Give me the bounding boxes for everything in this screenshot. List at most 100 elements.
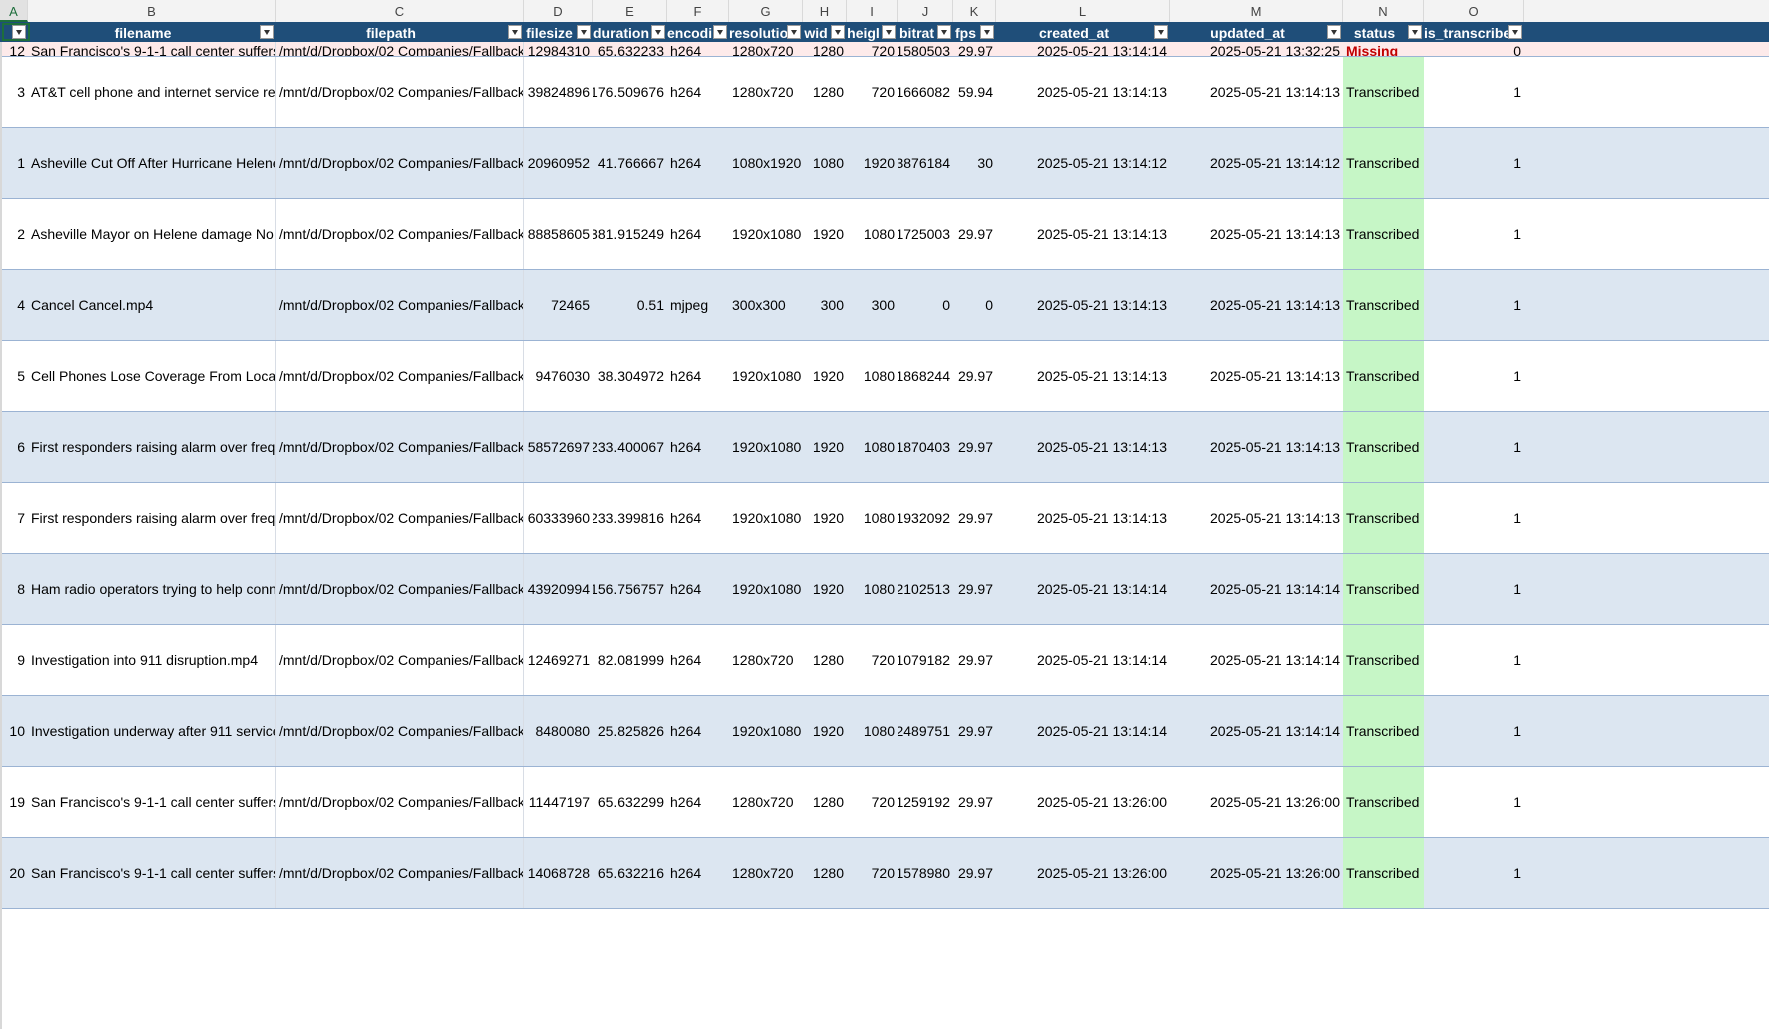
cell-updated-at[interactable]: 2025-05-21 13:26:00	[1210, 865, 1340, 881]
cell-resolution[interactable]: 1920x1080	[732, 226, 802, 242]
cell-fps[interactable]: 29.97	[957, 652, 993, 668]
cell-resolution[interactable]: 1920x1080	[732, 368, 802, 384]
cell-filename[interactable]: Ham radio operators trying to help conne…	[28, 554, 276, 624]
cell-updated-at[interactable]: 2025-05-21 13:32:25	[1210, 43, 1340, 56]
cell-status[interactable]: Transcribed	[1343, 696, 1424, 766]
cell-bitrate[interactable]: 1580503	[898, 43, 950, 56]
cell-width[interactable]: 1920	[812, 510, 844, 526]
column-letter-H[interactable]: H	[803, 0, 847, 22]
cell-duration[interactable]: 233.400067	[593, 439, 664, 455]
cell-status[interactable]: Transcribed	[1343, 270, 1424, 340]
cell-is-transcribed[interactable]: 1	[1513, 84, 1521, 100]
cell-updated-at[interactable]: 2025-05-21 13:26:00	[1210, 794, 1340, 810]
cell-resolution[interactable]: 1080x1920	[732, 155, 802, 171]
cell-duration[interactable]: 65.632216	[597, 865, 664, 881]
cell-filesize[interactable]: 12469271	[527, 652, 590, 668]
cell-updated-at[interactable]: 2025-05-21 13:14:13	[1210, 368, 1340, 384]
cell-bitrate[interactable]: 2489751	[898, 723, 950, 739]
cell-filesize[interactable]: 58572697	[527, 439, 590, 455]
cell-is-transcribed[interactable]: 0	[1513, 43, 1521, 56]
cell-resolution[interactable]: 1920x1080	[732, 723, 802, 739]
cell-resolution[interactable]: 1280x720	[732, 865, 794, 881]
cell-encoding[interactable]: h264	[670, 439, 702, 455]
cell-filename[interactable]: San Francisco's 9-1-1 call center suffer…	[28, 838, 276, 908]
cell-encoding[interactable]: mjpeg	[670, 297, 709, 313]
cell-filename[interactable]: San Francisco's 9-1-1 call center suffer…	[28, 767, 276, 837]
cell-duration[interactable]: 176.509676	[593, 84, 664, 100]
cell-is-transcribed[interactable]: 1	[1513, 226, 1521, 242]
cell-encoding[interactable]: h264	[670, 794, 702, 810]
cell-width[interactable]: 1920	[812, 723, 844, 739]
cell-encoding[interactable]: h264	[670, 652, 702, 668]
cell-id[interactable]: 7	[17, 510, 25, 526]
cell-created-at[interactable]: 2025-05-21 13:14:13	[1037, 84, 1167, 100]
cell-duration[interactable]: 82.081999	[597, 652, 664, 668]
cell-height[interactable]: 720	[871, 84, 895, 100]
cell-resolution[interactable]: 1920x1080	[732, 439, 802, 455]
filter-dropdown-icon[interactable]	[882, 25, 896, 39]
column-letter-A[interactable]: A	[0, 0, 28, 22]
cell-filename[interactable]: Cancel Cancel.mp4	[28, 270, 276, 340]
cell-status[interactable]: Transcribed	[1343, 767, 1424, 837]
cell-duration[interactable]: 233.399816	[593, 510, 664, 526]
cell-updated-at[interactable]: 2025-05-21 13:14:13	[1210, 297, 1340, 313]
cell-height[interactable]: 1080	[863, 368, 895, 384]
cell-filepath[interactable]: /mnt/d/Dropbox/02 Companies/Fallback LLC…	[276, 270, 524, 340]
cell-duration[interactable]: 25.825826	[597, 723, 664, 739]
cell-fps[interactable]: 29.97	[957, 439, 993, 455]
cell-filename[interactable]: Asheville Cut Off After Hurricane Helene…	[28, 128, 276, 198]
filter-dropdown-icon[interactable]	[577, 25, 591, 39]
cell-fps[interactable]: 0	[985, 297, 993, 313]
cell-height[interactable]: 720	[871, 652, 895, 668]
cell-resolution[interactable]: 1280x720	[732, 84, 794, 100]
cell-filesize[interactable]: 39824896	[527, 84, 590, 100]
column-letter-E[interactable]: E	[593, 0, 667, 22]
cell-width[interactable]: 1920	[812, 439, 844, 455]
cell-filepath[interactable]: /mnt/d/Dropbox/02 Companies/Fallback LLC…	[276, 128, 524, 198]
cell-duration[interactable]: 381.915249	[593, 226, 664, 242]
cell-encoding[interactable]: h264	[670, 226, 702, 242]
column-letter-O[interactable]: O	[1424, 0, 1524, 22]
cell-filesize[interactable]: 14068728	[527, 865, 590, 881]
cell-width[interactable]: 1920	[812, 581, 844, 597]
cell-width[interactable]: 1920	[812, 226, 844, 242]
cell-encoding[interactable]: h264	[670, 510, 702, 526]
cell-filesize[interactable]: 60333960	[527, 510, 590, 526]
cell-width[interactable]: 1280	[812, 652, 844, 668]
cell-filesize[interactable]: 12984310	[527, 43, 590, 56]
cell-status[interactable]: Transcribed	[1343, 838, 1424, 908]
cell-fps[interactable]: 29.97	[957, 794, 993, 810]
cell-resolution[interactable]: 1920x1080	[732, 510, 802, 526]
cell-encoding[interactable]: h264	[670, 723, 702, 739]
cell-filename[interactable]: San Francisco's 9-1-1 call center suffer…	[28, 42, 276, 56]
cell-is-transcribed[interactable]: 1	[1513, 794, 1521, 810]
cell-filename[interactable]: Cell Phones Lose Coverage From Local Ser…	[28, 341, 276, 411]
cell-id[interactable]: 8	[17, 581, 25, 597]
cell-created-at[interactable]: 2025-05-21 13:14:13	[1037, 510, 1167, 526]
cell-filepath[interactable]: /mnt/d/Dropbox/02 Companies/Fallback LLC…	[276, 767, 524, 837]
cell-fps[interactable]: 29.97	[957, 510, 993, 526]
cell-id[interactable]: 1	[17, 155, 25, 171]
column-letter-I[interactable]: I	[847, 0, 898, 22]
filter-dropdown-icon[interactable]	[937, 25, 951, 39]
cell-resolution[interactable]: 300x300	[732, 297, 786, 313]
cell-filename[interactable]: AT&T cell phone and internet service res…	[28, 57, 276, 127]
cell-encoding[interactable]: h264	[670, 43, 702, 56]
cell-filename[interactable]: First responders raising alarm over freq…	[28, 412, 276, 482]
cell-resolution[interactable]: 1920x1080	[732, 581, 802, 597]
cell-filepath[interactable]: /mnt/d/Dropbox/02 Companies/Fallback LLC…	[276, 341, 524, 411]
cell-filesize[interactable]: 20960952	[527, 155, 590, 171]
filter-dropdown-icon[interactable]	[1154, 25, 1168, 39]
filter-dropdown-icon[interactable]	[831, 25, 845, 39]
cell-updated-at[interactable]: 2025-05-21 13:14:13	[1210, 84, 1340, 100]
cell-filepath[interactable]: /mnt/d/Dropbox/02 Companies/Fallback LLC…	[276, 483, 524, 553]
column-letter-M[interactable]: M	[1170, 0, 1343, 22]
cell-fps[interactable]: 29.97	[957, 723, 993, 739]
cell-status[interactable]: Transcribed	[1343, 412, 1424, 482]
cell-filename[interactable]: Investigation underway after 911 service…	[28, 696, 276, 766]
cell-created-at[interactable]: 2025-05-21 13:14:13	[1037, 439, 1167, 455]
cell-filesize[interactable]: 11447197	[528, 794, 590, 810]
cell-fps[interactable]: 29.97	[957, 368, 993, 384]
cell-bitrate[interactable]: 1578980	[898, 865, 950, 881]
cell-width[interactable]: 1920	[812, 368, 844, 384]
